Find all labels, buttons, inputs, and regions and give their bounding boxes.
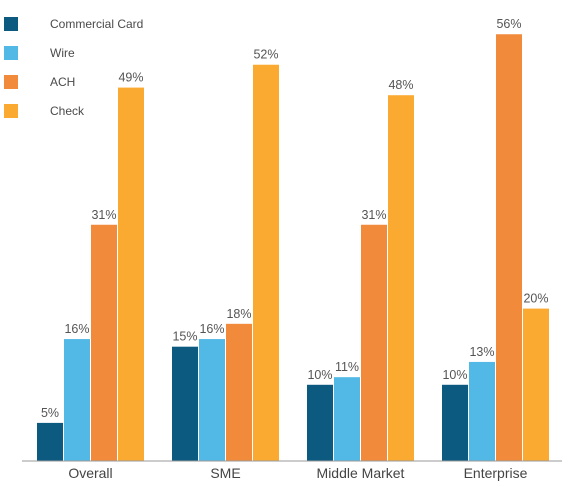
value-label-enterprise-check: 20%	[523, 292, 548, 306]
legend-swatch-check	[4, 104, 18, 118]
bar-enterprise-ach	[496, 34, 522, 461]
category-label-overall: Overall	[68, 465, 112, 481]
bar-sme-check	[253, 64, 279, 462]
bar-enterprise-check	[523, 308, 549, 461]
value-label-overall-wire: 16%	[64, 322, 89, 336]
bar-overall-check	[118, 87, 144, 461]
category-label-enterprise: Enterprise	[464, 465, 528, 481]
category-label-sme: SME	[210, 465, 240, 481]
legend-label-ach: ACH	[50, 75, 75, 89]
value-label-enterprise-wire: 13%	[469, 345, 494, 359]
legend-swatch-commercial-card	[4, 17, 18, 31]
bar-overall-ach	[91, 224, 117, 461]
legend-label-commercial-card: Commercial Card	[50, 17, 143, 31]
legend-label-wire: Wire	[50, 46, 75, 60]
bar-overall-commercial-card	[37, 422, 63, 461]
value-label-sme-wire: 16%	[199, 322, 224, 336]
value-label-overall-commercial-card: 5%	[41, 406, 59, 420]
value-label-enterprise-ach: 56%	[496, 17, 521, 31]
value-label-sme-ach: 18%	[226, 307, 251, 321]
value-label-middle-market-wire: 11%	[335, 360, 359, 374]
category-labels: Overall SME Middle Market Enterprise	[68, 465, 527, 481]
bar-middle-market-wire	[334, 377, 360, 461]
value-label-sme-check: 52%	[253, 48, 278, 62]
value-label-middle-market-commercial-card: 10%	[307, 368, 332, 382]
legend-swatch-wire	[4, 46, 18, 60]
bars	[37, 34, 549, 462]
value-label-overall-check: 49%	[118, 71, 143, 85]
bar-sme-wire	[199, 339, 225, 461]
value-labels: 5%16%31%49%15%16%18%52%10%11%31%48%10%13…	[41, 17, 549, 420]
bar-sme-ach	[226, 323, 252, 461]
value-label-sme-commercial-card: 15%	[172, 330, 197, 344]
bar-enterprise-commercial-card	[442, 384, 468, 461]
bar-sme-commercial-card	[172, 346, 198, 461]
bar-middle-market-ach	[361, 224, 387, 461]
value-label-overall-ach: 31%	[91, 208, 116, 222]
bar-middle-market-commercial-card	[307, 384, 333, 461]
category-label-middle-market: Middle Market	[317, 465, 405, 481]
legend-label-check: Check	[50, 104, 85, 118]
value-label-middle-market-ach: 31%	[361, 208, 386, 222]
bar-overall-wire	[64, 339, 90, 461]
legend-swatch-ach	[4, 75, 18, 89]
bar-middle-market-check	[388, 95, 414, 461]
value-label-enterprise-commercial-card: 10%	[442, 368, 467, 382]
legend: Commercial Card Wire ACH Check	[4, 17, 143, 118]
bar-enterprise-wire	[469, 361, 495, 461]
value-label-middle-market-check: 48%	[388, 78, 413, 92]
